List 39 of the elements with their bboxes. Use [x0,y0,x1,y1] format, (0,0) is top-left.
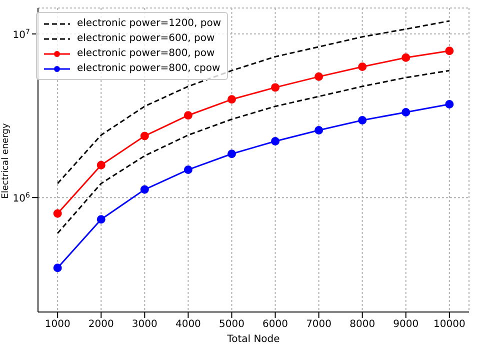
point [140,132,149,140]
point [402,53,410,62]
point [314,126,324,134]
point [227,95,236,104]
legend-label: electronic power=800, pow [77,48,215,59]
point [184,165,192,174]
x-tick-label: 10000 [434,319,466,330]
point [227,150,236,158]
x-tick-label: 5000 [219,319,244,330]
x-axis-title: Total Node [226,334,280,345]
x-tick-label: 7000 [306,319,332,330]
point [271,83,280,92]
x-tick-label: 9000 [393,319,419,330]
point [402,108,410,117]
point [358,62,367,72]
point [271,136,280,146]
x-tick-label: 8000 [350,319,376,330]
x-tick-label: 2000 [88,319,114,330]
x-tick-label: 1000 [44,319,70,330]
line-series [56,20,450,184]
point [358,116,367,124]
point [140,185,149,194]
point [184,111,192,120]
point [445,100,454,108]
legend-label: electronic power=800, cpow [77,63,220,74]
x-tick-label: 3000 [132,319,158,330]
point [53,264,62,272]
x-tick-label: 4000 [175,319,201,330]
point [96,160,106,170]
point [445,46,454,56]
x-tick-label: 6000 [262,319,288,330]
y-tick-label: 10$^{6}$ [12,192,31,205]
legend-label: electronic power=1200, pow [77,18,222,29]
y-tick-label: 10$^{7}$ [12,28,30,41]
point [53,209,62,218]
legend-label: electronic power=600, pow [77,33,215,44]
point [314,72,324,81]
point [96,215,106,224]
y-axis-title: Electrical energy [1,122,11,199]
